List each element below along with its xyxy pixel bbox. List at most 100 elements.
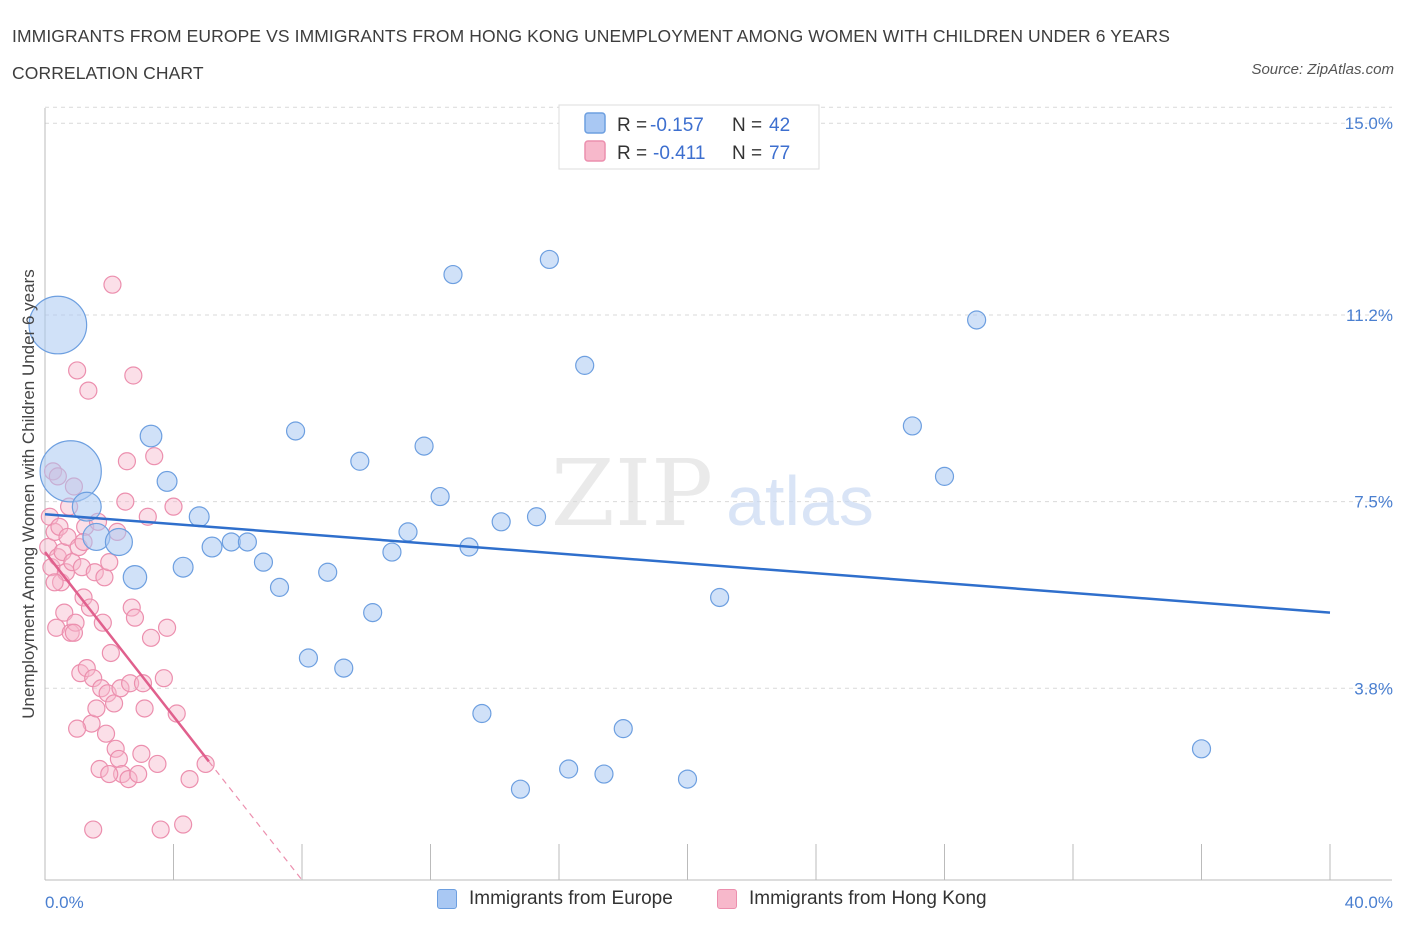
- hk-point: [141, 628, 161, 647]
- bottom-legend: Immigrants from Europe Immigrants from H…: [0, 888, 1406, 918]
- hk-trend-line: [44, 551, 210, 763]
- hk-point: [64, 623, 84, 642]
- y-tick-labels: 3.8% 7.5% 11.2% 15.0%: [1345, 114, 1393, 698]
- watermark-zip: ZIP: [551, 440, 713, 547]
- legend-swatch-europe: [584, 112, 606, 134]
- hk-point: [135, 699, 154, 718]
- hk-point: [87, 699, 106, 718]
- europe-point: [902, 416, 922, 436]
- europe-point: [253, 552, 274, 572]
- hk-point: [103, 275, 122, 294]
- legend-n-label: N =: [732, 143, 762, 164]
- hk-point: [106, 739, 125, 758]
- europe-point: [934, 466, 955, 486]
- legend-swatch-hk: [584, 140, 606, 162]
- hk-point: [124, 366, 143, 385]
- x-tick-label: 40.0%: [1345, 893, 1393, 912]
- x-tick-labels: 0.0% 40.0%: [45, 893, 1393, 912]
- legend-r-label: R =: [617, 143, 647, 164]
- europe-point: [491, 512, 511, 532]
- hk-point: [84, 820, 103, 839]
- hk-point: [174, 815, 193, 834]
- europe-point: [575, 355, 595, 375]
- europe-point: [285, 421, 306, 441]
- y-tick-label: 11.2%: [1346, 306, 1393, 325]
- europe-point: [967, 310, 987, 330]
- europe-point: [237, 532, 257, 552]
- europe-point: [1191, 739, 1212, 759]
- bottom-legend-hk[interactable]: Immigrants from Hong Kong: [717, 888, 987, 910]
- europe-point: [363, 603, 383, 623]
- watermark-atlas: atlas: [726, 462, 874, 540]
- hk-point: [79, 381, 98, 400]
- europe-point: [318, 562, 338, 582]
- hk-point: [180, 769, 199, 789]
- hk-point: [96, 724, 116, 743]
- hk-point: [109, 749, 128, 769]
- legend-n-europe: 42: [769, 115, 790, 136]
- hk-point: [85, 563, 104, 582]
- hk-point: [121, 674, 140, 693]
- hk-point: [95, 568, 114, 587]
- hk-point: [157, 618, 177, 637]
- hk-point: [111, 679, 130, 698]
- hk-series-points: [39, 275, 215, 839]
- europe-point: [39, 440, 102, 503]
- europe-point: [350, 451, 370, 471]
- x-tick-label: 0.0%: [45, 893, 84, 912]
- europe-point: [28, 295, 88, 355]
- hk-point: [145, 447, 164, 466]
- y-tick-label: 7.5%: [1354, 493, 1393, 512]
- europe-point: [104, 527, 133, 557]
- hk-point: [116, 492, 135, 511]
- europe-point: [221, 532, 241, 552]
- europe-point: [398, 522, 418, 542]
- europe-point: [594, 764, 614, 784]
- legend-r-label: R =: [617, 115, 647, 136]
- legend-n-hk: 77: [769, 143, 790, 164]
- hk-point: [68, 719, 87, 738]
- europe-point: [156, 470, 178, 492]
- hk-point: [125, 608, 145, 627]
- bottom-legend-label-hk: Immigrants from Hong Kong: [749, 888, 987, 909]
- hk-trend-extension: [208, 761, 303, 881]
- europe-point: [298, 648, 319, 668]
- europe-point: [188, 506, 210, 528]
- hk-point: [154, 669, 173, 688]
- europe-point: [443, 264, 463, 285]
- hk-point: [117, 452, 137, 471]
- europe-point: [613, 719, 633, 739]
- hk-point: [104, 694, 124, 713]
- hk-point: [100, 553, 119, 572]
- hk-point: [132, 744, 151, 763]
- hk-point: [151, 820, 170, 839]
- europe-point: [526, 507, 547, 527]
- hk-point: [101, 643, 120, 663]
- europe-point: [472, 703, 492, 724]
- europe-point: [414, 436, 434, 456]
- hk-point: [164, 497, 183, 516]
- hk-point: [133, 674, 153, 693]
- europe-point: [539, 249, 559, 270]
- hk-point: [63, 553, 82, 572]
- europe-point: [710, 587, 730, 608]
- legend-r-hk: -0.411: [653, 143, 705, 164]
- europe-point: [559, 759, 579, 779]
- europe-trend-line: [44, 512, 1331, 614]
- bottom-legend-europe[interactable]: Immigrants from Europe: [437, 888, 673, 910]
- hk-point: [47, 618, 66, 637]
- bottom-legend-swatch-hk: [717, 889, 737, 909]
- hk-point: [122, 598, 141, 617]
- y-axis-label: Unemployment Among Women with Children U…: [19, 269, 38, 718]
- bottom-legend-label-europe: Immigrants from Europe: [469, 888, 673, 909]
- europe-point: [334, 658, 354, 678]
- europe-point: [677, 769, 698, 789]
- europe-point: [172, 556, 194, 578]
- europe-series-points: [28, 249, 1212, 799]
- y-tick-label: 3.8%: [1354, 679, 1393, 698]
- europe-point: [269, 577, 290, 597]
- hk-point: [74, 588, 93, 607]
- chart-title: IMMIGRANTS FROM EUROPE VS IMMIGRANTS FRO…: [12, 26, 1171, 83]
- hk-point: [55, 603, 74, 622]
